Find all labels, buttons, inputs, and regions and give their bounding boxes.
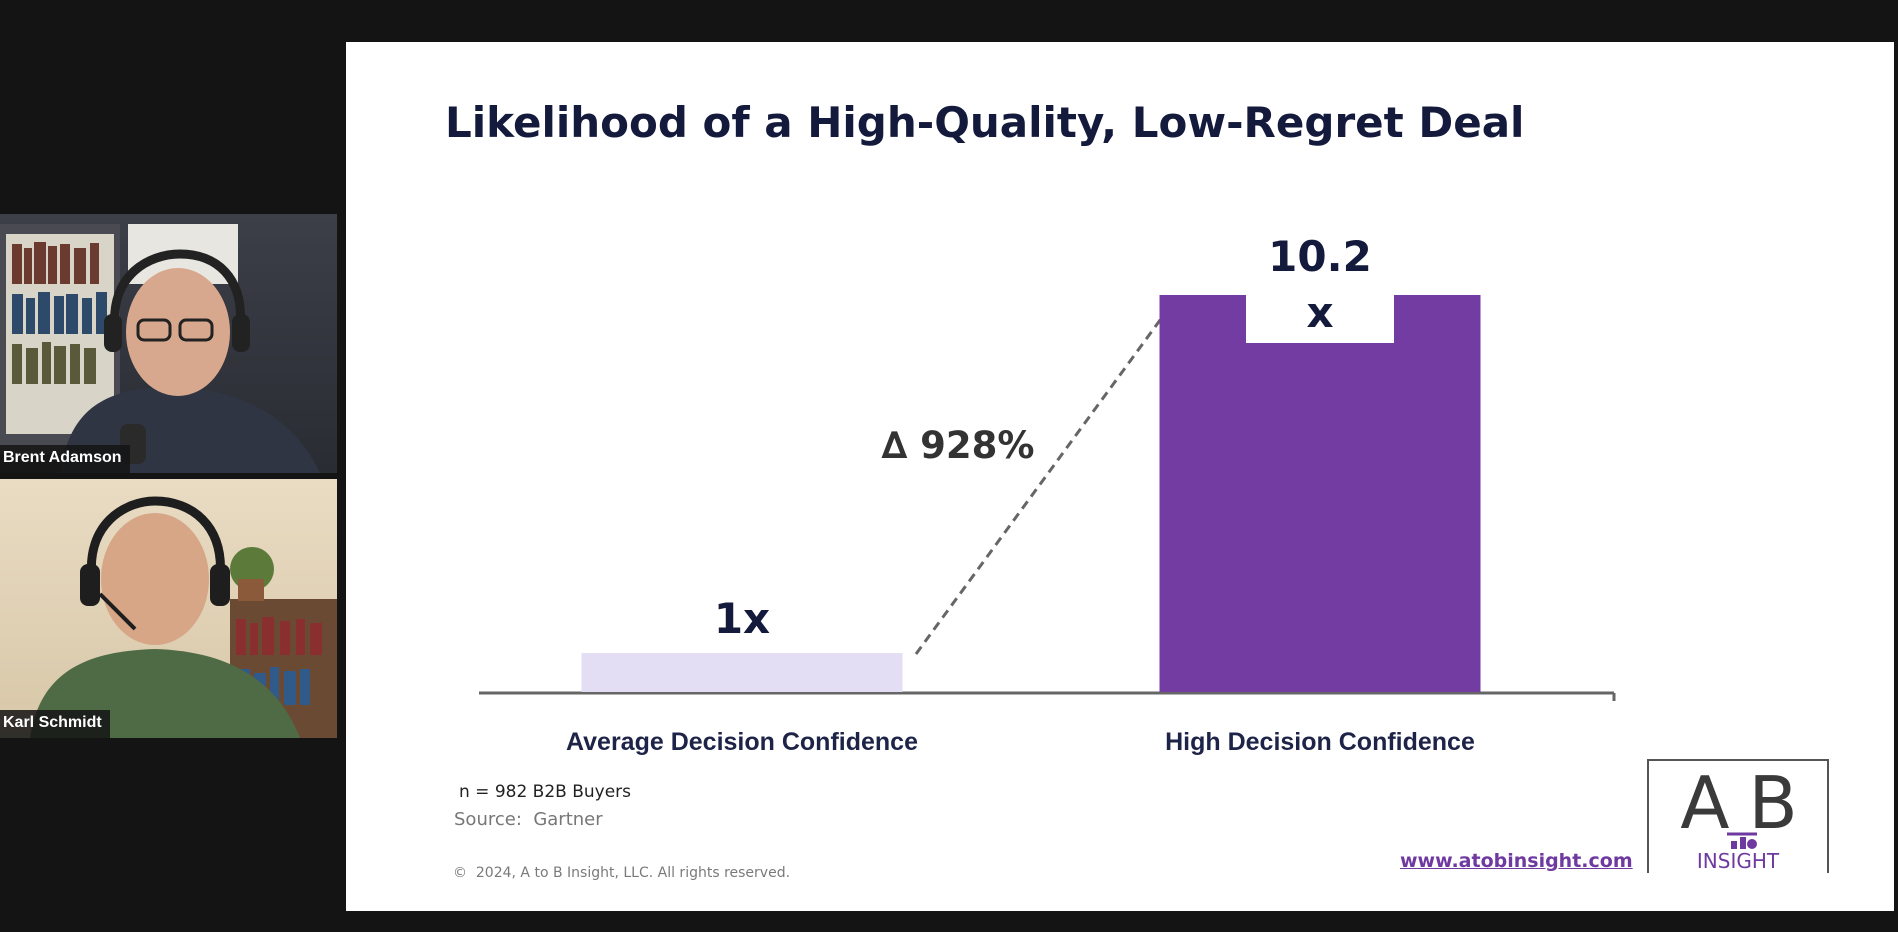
participant-tile-karl[interactable]: Karl Schmidt [0,479,337,738]
participant-name-brent: Brent Adamson [0,445,130,473]
participant-video-brent [0,224,320,473]
logo-subtitle: INSIGHT [1649,849,1827,873]
website-link[interactable]: www.atobinsight.com [1400,850,1633,872]
copyright-notice: © 2024, A to B Insight, LLC. All rights … [453,865,791,881]
participant-name-karl: Karl Schmidt [0,710,110,738]
presentation-slide: Likelihood of a High-Quality, Low-Regret… [346,42,1894,911]
slide-title: Likelihood of a High-Quality, Low-Regret… [445,98,1525,147]
data-label-1: 1x [714,594,770,643]
sample-size-note: n = 982 B2B Buyers [459,782,632,802]
data-label-2-line-1: 10.2 [1268,232,1372,281]
data-label-2-line-2: x [1306,288,1333,337]
category-label-1: Average Decision Confidence [566,728,918,756]
bar-1 [581,653,903,692]
source-note: Source: Gartner [454,809,603,830]
data-label-background-2 [1246,293,1394,343]
delta-connector-line [914,300,1176,655]
logo-to-mark-icon [1727,832,1757,849]
bar-2 [1159,295,1481,692]
a-to-b-insight-logo: A B INSIGHT [1647,759,1829,873]
logo-letters: A B [1680,761,1798,845]
category-label-2: High Decision Confidence [1165,728,1475,756]
delta-label: ∆ 928% [882,424,1035,467]
bar-chart: ∆ 928% 1x Average Decision Confidence 10.2… [479,232,1616,756]
participant-tile-brent[interactable]: Brent Adamson [0,214,337,473]
participant-video-karl [30,496,337,738]
